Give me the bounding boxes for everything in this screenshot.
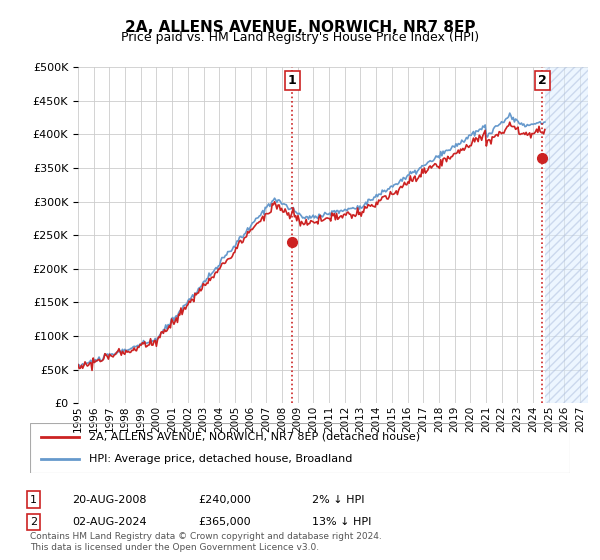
Text: Contains HM Land Registry data © Crown copyright and database right 2024.
This d: Contains HM Land Registry data © Crown c… (30, 532, 382, 552)
Text: 2: 2 (30, 517, 37, 527)
Text: 1: 1 (287, 74, 296, 87)
Text: Price paid vs. HM Land Registry's House Price Index (HPI): Price paid vs. HM Land Registry's House … (121, 31, 479, 44)
Text: £240,000: £240,000 (198, 494, 251, 505)
Text: 2A, ALLENS AVENUE, NORWICH, NR7 8EP: 2A, ALLENS AVENUE, NORWICH, NR7 8EP (125, 20, 475, 35)
Text: 13% ↓ HPI: 13% ↓ HPI (312, 517, 371, 527)
Text: £365,000: £365,000 (198, 517, 251, 527)
Text: 2% ↓ HPI: 2% ↓ HPI (312, 494, 365, 505)
Text: 2: 2 (538, 74, 547, 87)
Text: 2A, ALLENS AVENUE, NORWICH, NR7 8EP (detached house): 2A, ALLENS AVENUE, NORWICH, NR7 8EP (det… (89, 432, 421, 442)
Text: 20-AUG-2008: 20-AUG-2008 (72, 494, 146, 505)
Text: HPI: Average price, detached house, Broadland: HPI: Average price, detached house, Broa… (89, 454, 353, 464)
Text: 02-AUG-2024: 02-AUG-2024 (72, 517, 146, 527)
Text: 1: 1 (30, 494, 37, 505)
